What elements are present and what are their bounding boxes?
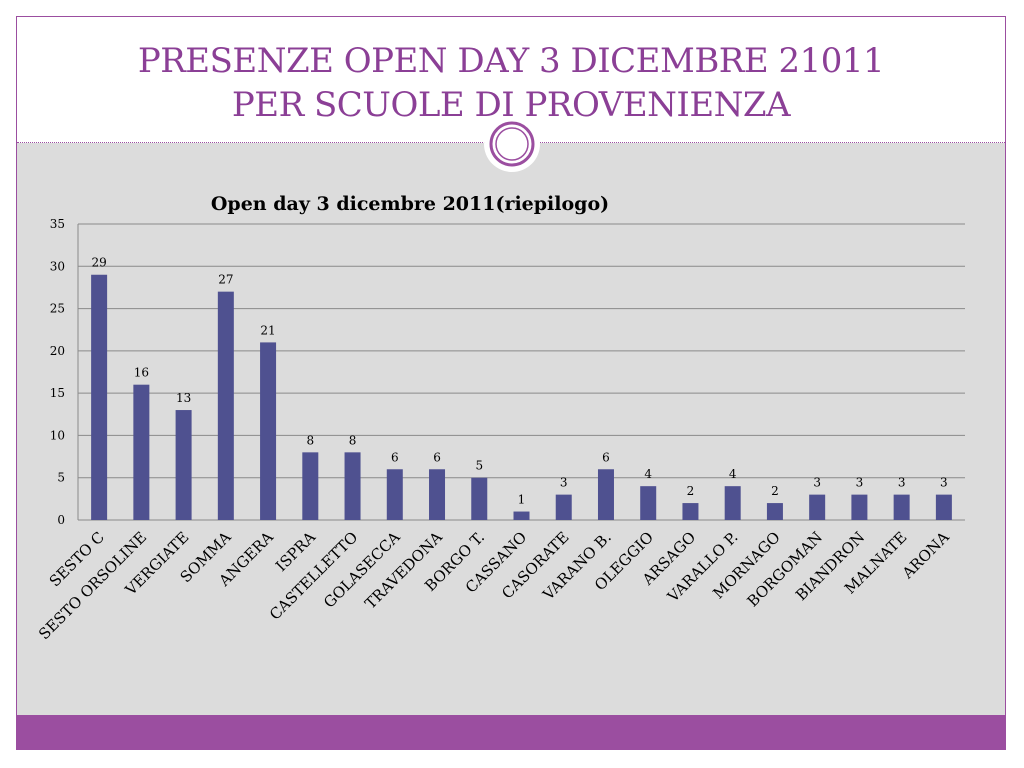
grid-lines [78, 223, 965, 521]
bar [766, 503, 783, 520]
bar [344, 452, 361, 520]
bar [851, 494, 868, 520]
bars [91, 274, 952, 520]
y-tick-label: 35 [50, 217, 65, 231]
data-label: 8 [349, 433, 357, 447]
data-label: 6 [391, 450, 399, 464]
bar [386, 469, 403, 520]
y-tick-label: 30 [50, 259, 65, 273]
y-tick-label: 0 [57, 513, 65, 527]
data-label: 1 [518, 493, 526, 507]
bar [724, 486, 741, 520]
bar [133, 384, 150, 520]
data-label: 3 [813, 476, 821, 490]
bar-chart: Open day 3 dicembre 2011(riepilogo) 2916… [35, 193, 965, 643]
data-label: 3 [856, 476, 864, 490]
slide-title-line-1: PRESENZE OPEN DAY 3 DICEMBRE 21011 [137, 41, 885, 81]
data-label: 2 [687, 484, 695, 498]
bar [640, 486, 657, 520]
bar [91, 274, 108, 520]
data-label: 8 [306, 433, 314, 447]
bottom-accent-bar [17, 715, 1005, 750]
bar [175, 410, 192, 520]
y-tick-label: 20 [50, 344, 65, 358]
y-tick-label: 25 [50, 302, 65, 316]
data-label: 6 [602, 450, 610, 464]
y-tick-label: 5 [57, 471, 65, 485]
bar [555, 494, 572, 520]
data-label: 21 [260, 323, 275, 337]
y-tick-label: 10 [50, 428, 65, 442]
circle-ornament-icon [484, 116, 540, 172]
data-label: 6 [433, 450, 441, 464]
data-label: 29 [91, 256, 106, 270]
data-label: 4 [729, 467, 737, 481]
bar [429, 469, 446, 520]
axes [77, 224, 965, 521]
data-label: 5 [475, 459, 483, 473]
bar [217, 291, 234, 520]
bar [597, 469, 614, 520]
data-label: 4 [644, 467, 652, 481]
y-tick-label: 15 [50, 386, 65, 400]
bar [809, 494, 826, 520]
data-label: 3 [940, 476, 948, 490]
bar [260, 342, 277, 520]
bar [893, 494, 910, 520]
bar [513, 511, 530, 520]
slide-title: PRESENZE OPEN DAY 3 DICEMBRE 21011 PER S… [17, 39, 1005, 127]
bar [302, 452, 319, 520]
y-tick-labels: 0 5 10 15 20 25 30 35 [50, 217, 65, 527]
data-label: 13 [176, 391, 191, 405]
data-label: 2 [771, 484, 779, 498]
chart-title: Open day 3 dicembre 2011(riepilogo) [211, 193, 609, 215]
category-label: ARONA [898, 528, 953, 583]
bar [682, 503, 699, 520]
bar [471, 477, 488, 520]
data-label: 3 [560, 476, 568, 490]
data-label: 27 [218, 273, 233, 287]
bar [935, 494, 952, 520]
data-label: 16 [134, 366, 149, 380]
data-label: 3 [898, 476, 906, 490]
